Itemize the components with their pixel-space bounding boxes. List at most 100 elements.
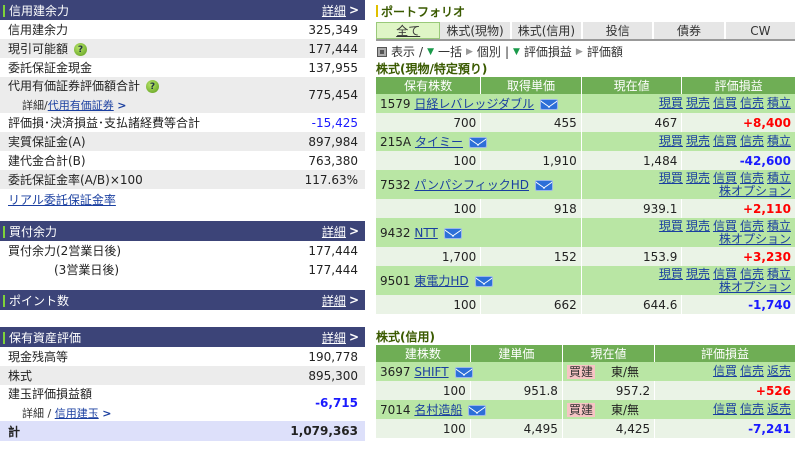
stock-option-link[interactable]: 株オプション [718,279,791,294]
mail-icon[interactable] [468,137,487,148]
summary-row: 信用建余力 325,349 [0,20,365,39]
price: 957.2 [562,381,656,400]
portfolio-tabs: 全て 株式(現物) 株式(信用) 投信 債券 CW [376,22,796,41]
cash-sell-link[interactable]: 現売 [685,170,710,185]
tab-all[interactable]: 全て [376,22,441,39]
cash-sell-link[interactable]: 現売 [685,96,710,110]
market-label: 東/無 [610,365,639,379]
cost: 1,910 [480,151,582,170]
close-sell-link[interactable]: 返売 [766,402,791,416]
margin-positions-link[interactable]: 信用建玉 [54,407,99,420]
mail-icon[interactable] [540,99,559,110]
holding-values-row: 100 662 644.6 -1,740 [376,295,795,314]
summary-row: 評価損･決済損益･支払諸経費等合計 -15,425 [0,113,365,132]
stock-name-link[interactable]: パンパシフィックHD [414,178,529,192]
help-icon[interactable]: ? [74,43,88,56]
cash-buy-link[interactable]: 現買 [658,170,683,185]
stock-name-link[interactable]: NTT [414,225,438,240]
stock-code: 3697 [380,364,411,379]
tab-cw[interactable]: CW [725,22,796,39]
col-header: 建株数 [376,345,471,362]
holding-values-row: 100 918 939.1 +2,110 [376,199,795,218]
separator: / [419,44,424,59]
stock-name-link[interactable]: 日経レバレッジダブル [414,97,535,111]
separator: | [504,44,509,59]
cash-sell-link[interactable]: 現売 [685,266,710,281]
mail-icon[interactable] [454,366,473,378]
title-text: ポートフォリオ [381,4,466,19]
holding-values-row: 700 455 467 +8,400 [376,113,795,132]
display-toolbar: 表示 / ▼ 一括 ▶ 個別 | ▼ 評価損益 ▶ 評価額 [376,43,795,60]
cash-buy-link[interactable]: 現買 [658,134,683,148]
summary-row: 買付余力(2営業日後) 177,444 [0,241,365,260]
cash-buy-link[interactable]: 現買 [658,266,683,281]
individual-toggle[interactable]: 個別 [476,45,501,59]
margin-buy-link[interactable]: 信買 [712,364,737,378]
collateral-securities-link[interactable]: 代用有価証券 [47,99,114,112]
profit-loss: +3,230 [681,247,795,266]
value-toggle[interactable]: 評価額 [586,45,623,59]
portfolio-title: ポートフォリオ [376,0,795,22]
accent-bar [3,5,5,17]
col-header: 評価損益 [654,345,795,362]
bulk-toggle[interactable]: 一括 [437,45,462,59]
row-label: 現金残高等 [8,350,69,364]
stock-name-link[interactable]: 名村造船 [414,403,463,417]
assets-detail-link[interactable]: 詳細 [321,330,346,345]
mail-icon[interactable] [443,227,462,239]
profit-loss: +526 [654,381,795,400]
accumulate-link[interactable]: 積立 [766,134,791,148]
accumulate-link[interactable]: 積立 [766,170,791,185]
row-label: 信用建余力 [8,23,69,37]
quantity: 100 [376,199,482,218]
tab-funds[interactable]: 投信 [583,22,655,39]
mail-icon[interactable] [535,180,553,191]
margin-buy-link[interactable]: 信買 [712,96,737,110]
help-icon[interactable]: ? [146,80,160,93]
row-label: 買付余力(2営業日後) [8,244,121,258]
stock-code: 9501 [380,274,411,288]
margin-sell-link[interactable]: 信売 [739,96,764,110]
margin-buy-link[interactable]: 信買 [712,402,737,416]
row-value: 137,955 [308,60,358,75]
cash-sell-link[interactable]: 現売 [685,218,710,233]
margin-buy-link[interactable]: 信買 [712,170,737,185]
margin-sell-link[interactable]: 信売 [739,364,764,378]
accumulate-link[interactable]: 積立 [766,218,791,233]
cash-buy-link[interactable]: 現買 [658,218,683,233]
tab-bonds[interactable]: 債券 [654,22,726,39]
margin-sell-link[interactable]: 信売 [739,266,764,281]
close-sell-link[interactable]: 返売 [766,364,791,378]
accumulate-link[interactable]: 積立 [766,266,791,281]
mail-icon[interactable] [468,405,487,416]
buying-detail-link[interactable]: 詳細 [321,224,346,239]
stock-name-link[interactable]: SHIFT [414,364,449,379]
credit-detail-link[interactable]: 詳細 [321,3,346,18]
margin-buy-link[interactable]: 信買 [712,134,737,148]
stock-name-link[interactable]: タイミー [414,135,463,149]
points-detail-link[interactable]: 詳細 [321,293,346,308]
quantity: 100 [376,419,471,438]
margin-sell-link[interactable]: 信売 [739,218,764,233]
stock-option-link[interactable]: 株オプション [718,231,791,246]
summary-row: 建代金合計(B) 763,380 [0,151,365,170]
cash-buy-link[interactable]: 現買 [658,96,683,110]
mail-icon[interactable] [474,276,493,287]
pl-toggle[interactable]: 評価損益 [523,45,572,59]
accent-bar [3,226,5,238]
margin-sell-link[interactable]: 信売 [739,134,764,148]
price: 1,484 [581,151,683,170]
real-margin-ratio-link[interactable]: リアル委託保証金率 [8,193,116,207]
margin-buy-link[interactable]: 信買 [712,266,737,281]
margin-buy-link[interactable]: 信買 [712,218,737,233]
stock-name-link[interactable]: 東電力HD [414,274,469,288]
credit-capacity-header: 信用建余力 詳細 > [0,0,365,20]
cash-sell-link[interactable]: 現売 [685,134,710,148]
stock-option-link[interactable]: 株オプション [718,183,791,198]
row-value: 325,349 [308,22,358,37]
accumulate-link[interactable]: 積立 [766,96,791,110]
tab-stock-spot[interactable]: 株式(現物) [440,22,512,39]
margin-sell-link[interactable]: 信売 [739,402,764,416]
margin-sell-link[interactable]: 信売 [739,170,764,185]
tab-stock-margin[interactable]: 株式(信用) [511,22,584,39]
